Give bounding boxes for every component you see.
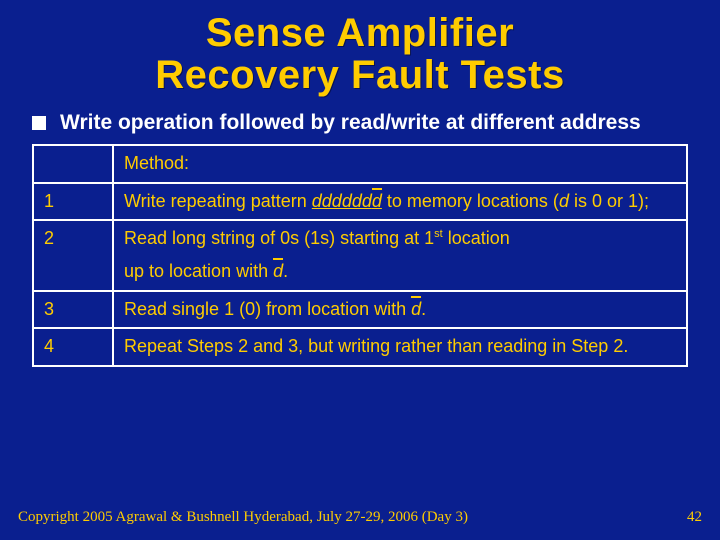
step-num: 3 — [33, 291, 113, 328]
step-text: Read single 1 (0) from location with d. — [113, 291, 687, 328]
pattern-overline: d — [372, 190, 382, 213]
text-fragment: to memory locations ( — [382, 191, 559, 211]
ordinal-sup: st — [434, 228, 443, 240]
text-fragment: Write repeating pattern — [124, 191, 312, 211]
bullet-text: Write operation followed by read/write a… — [60, 110, 641, 136]
pattern-underline: dddddd — [312, 191, 372, 211]
slide-title: Sense Amplifier Recovery Fault Tests — [28, 12, 692, 96]
method-table: Method: 1 Write repeating pattern dddddd… — [32, 144, 688, 366]
d-bar: d — [273, 260, 283, 283]
step-text: Write repeating pattern ddddddd to memor… — [113, 183, 687, 220]
table-row: 2 Read long string of 0s (1s) starting a… — [33, 220, 687, 291]
text-fragment: Read single 1 (0) from location with — [124, 299, 411, 319]
slide: Sense Amplifier Recovery Fault Tests Wri… — [0, 0, 720, 540]
spacer — [124, 250, 678, 260]
table-row: Method: — [33, 145, 687, 182]
square-bullet-icon — [32, 116, 46, 130]
text-fragment: Read long string of 0s (1s) starting at … — [124, 228, 434, 248]
text-fragment: . — [421, 299, 426, 319]
title-line-2: Recovery Fault Tests — [155, 53, 564, 97]
text-fragment: is 0 or 1); — [569, 191, 649, 211]
var-d: d — [559, 191, 569, 211]
bullet-item: Write operation followed by read/write a… — [32, 110, 688, 136]
footer: Copyright 2005 Agrawal & Bushnell Hydera… — [18, 509, 702, 526]
copyright-text: Copyright 2005 Agrawal & Bushnell Hydera… — [18, 509, 468, 526]
title-line-1: Sense Amplifier — [206, 11, 514, 55]
step-text: Read long string of 0s (1s) starting at … — [113, 220, 687, 291]
text-fragment: location — [443, 228, 510, 248]
step-num: 1 — [33, 183, 113, 220]
table-cell-empty — [33, 145, 113, 182]
text-fragment: up to location with — [124, 261, 273, 281]
table-row: 4 Repeat Steps 2 and 3, but writing rath… — [33, 328, 687, 365]
step-text: Repeat Steps 2 and 3, but writing rather… — [113, 328, 687, 365]
text-fragment: . — [283, 261, 288, 281]
method-header: Method: — [113, 145, 687, 182]
step-num: 4 — [33, 328, 113, 365]
table-row: 3 Read single 1 (0) from location with d… — [33, 291, 687, 328]
table-row: 1 Write repeating pattern ddddddd to mem… — [33, 183, 687, 220]
page-number: 42 — [687, 509, 702, 526]
d-bar: d — [411, 298, 421, 321]
step-num: 2 — [33, 220, 113, 291]
